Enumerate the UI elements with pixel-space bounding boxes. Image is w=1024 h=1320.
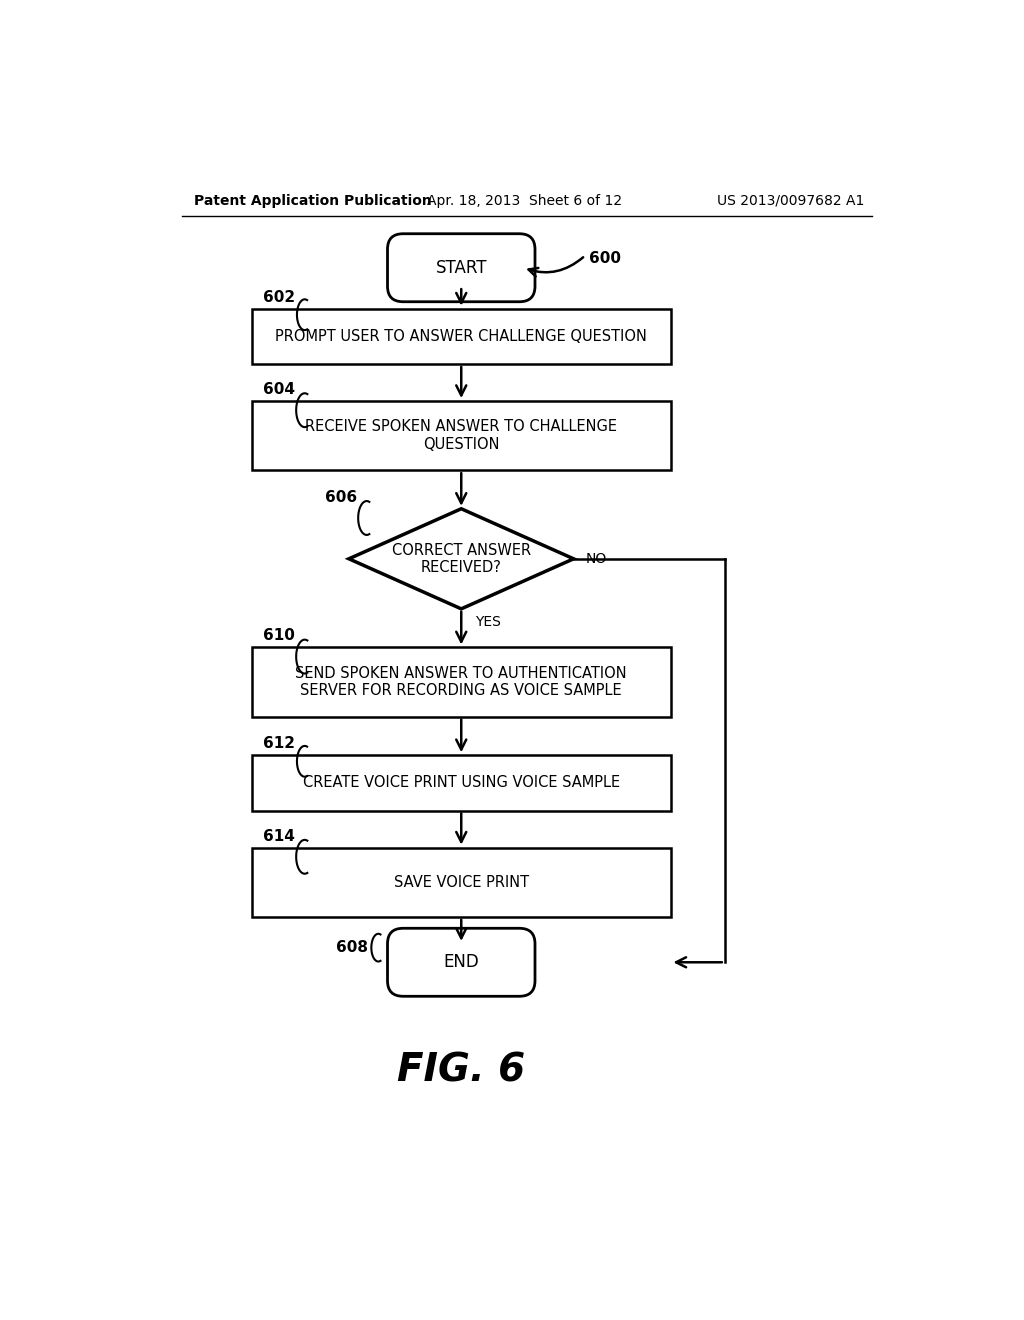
Text: 610: 610 [263,628,295,644]
Bar [252,847,671,917]
Text: PROMPT USER TO ANSWER CHALLENGE QUESTION: PROMPT USER TO ANSWER CHALLENGE QUESTION [275,329,647,343]
Text: 612: 612 [262,737,295,751]
Bar [252,401,671,470]
Text: RECEIVE SPOKEN ANSWER TO CHALLENGE
QUESTION: RECEIVE SPOKEN ANSWER TO CHALLENGE QUEST… [305,420,617,451]
Text: START: START [435,259,487,277]
Text: SEND SPOKEN ANSWER TO AUTHENTICATION
SERVER FOR RECORDING AS VOICE SAMPLE: SEND SPOKEN ANSWER TO AUTHENTICATION SER… [296,665,627,698]
Text: US 2013/0097682 A1: US 2013/0097682 A1 [717,194,864,207]
Text: 608: 608 [336,940,369,956]
Text: YES: YES [475,615,501,630]
Text: 614: 614 [263,829,295,843]
Text: NO: NO [586,552,606,566]
Text: END: END [443,953,479,972]
Text: Apr. 18, 2013  Sheet 6 of 12: Apr. 18, 2013 Sheet 6 of 12 [427,194,623,207]
FancyBboxPatch shape [387,234,535,302]
Text: Patent Application Publication: Patent Application Publication [194,194,432,207]
Polygon shape [349,508,573,609]
Text: 606: 606 [325,490,356,506]
Bar [252,309,671,364]
FancyBboxPatch shape [387,928,535,997]
Bar [252,647,671,717]
Text: CREATE VOICE PRINT USING VOICE SAMPLE: CREATE VOICE PRINT USING VOICE SAMPLE [303,775,620,791]
Text: FIG. 6: FIG. 6 [397,1052,525,1090]
Text: CORRECT ANSWER
RECEIVED?: CORRECT ANSWER RECEIVED? [392,543,530,576]
Text: 600: 600 [589,251,622,267]
Bar [252,755,671,810]
Text: 604: 604 [262,381,295,397]
Text: SAVE VOICE PRINT: SAVE VOICE PRINT [393,875,528,890]
Text: 602: 602 [262,289,295,305]
